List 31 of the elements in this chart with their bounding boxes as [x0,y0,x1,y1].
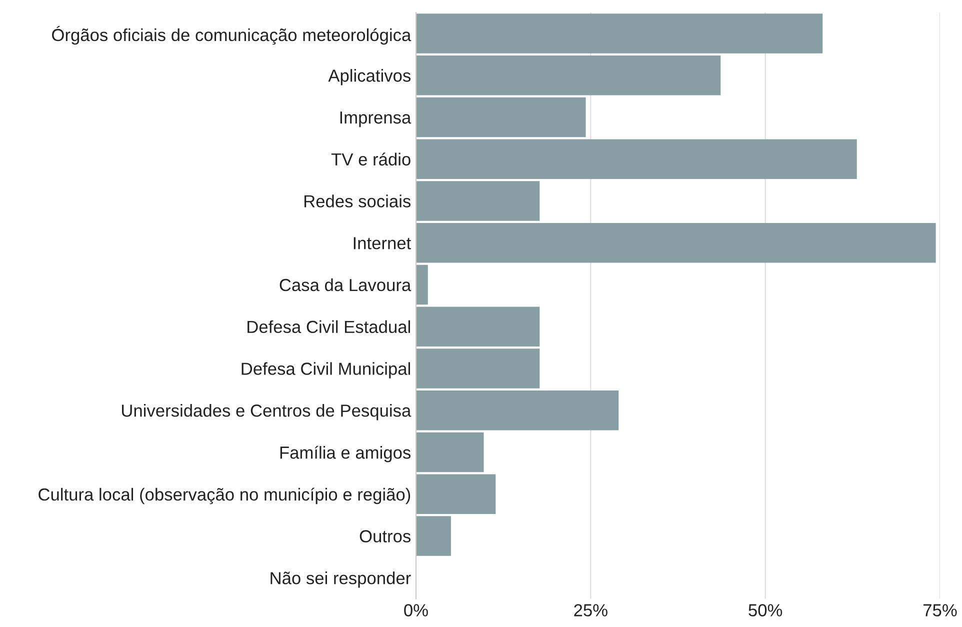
x-tick-label: 25% [574,604,608,616]
y-tick-label: Defesa Civil Estadual [248,320,410,334]
bar [416,97,586,138]
bar [416,55,721,96]
bar [416,474,496,514]
y-tick-label: Universidades e Centros de Pesquisa [122,404,412,420]
y-tick-label: Redes sociais [304,194,411,208]
bar [416,181,540,221]
y-tick-label: Outros [360,530,411,542]
bar [416,432,484,472]
y-tick-label: Família e amigos [280,446,411,462]
bar [416,139,857,179]
bar [416,516,451,556]
bar [416,306,540,346]
y-tick-label: Não sei responder [270,572,411,588]
bar [416,222,936,263]
bar [416,14,823,54]
x-tick-label: 0% [404,604,428,616]
y-tick-label: Órgãos oficiais de comunicação meteorológica [52,26,412,45]
bar [416,348,540,388]
x-tick-label: 75% [924,604,957,616]
y-tick-label: Internet [354,237,412,250]
x-tick-label: 50% [748,604,782,616]
y-tick-label: Casa da Lavoura [280,278,412,292]
y-tick-label: Aplicativos [328,69,411,86]
y-tick-label: TV e rádio [331,152,410,166]
y-tick-label: Defesa Civil Municipal [242,362,410,378]
y-tick-label: Cultura local (observação no município e região) [38,488,410,504]
bar [416,264,428,305]
bar [416,390,619,430]
y-tick-label: Imprensa [340,112,412,128]
